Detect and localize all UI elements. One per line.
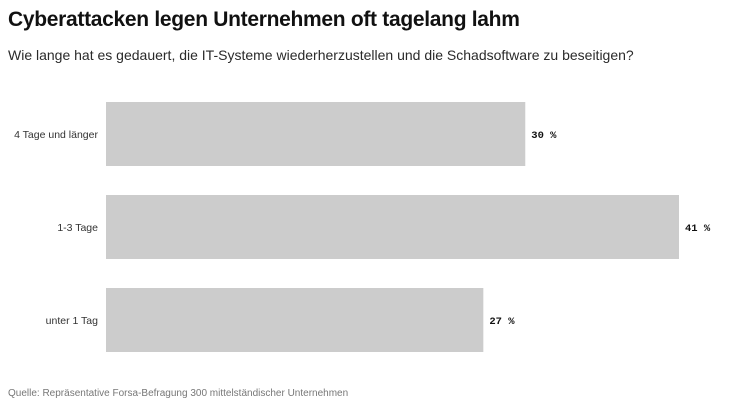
category-label: 1-3 Tage xyxy=(57,222,98,234)
value-label: 41 % xyxy=(685,223,711,235)
value-label: 30 % xyxy=(531,130,557,142)
bar xyxy=(106,102,526,166)
bar xyxy=(106,195,679,259)
value-label: 27 % xyxy=(489,316,515,328)
chart-title: Cyberattacken legen Unternehmen oft tage… xyxy=(8,8,520,31)
bar xyxy=(106,288,484,352)
category-label: 4 Tage und länger xyxy=(14,129,98,141)
category-label: unter 1 Tag xyxy=(46,315,99,327)
bar-chart: 4 Tage und länger 30 % 1-3 Tage 41 % unter 1… xyxy=(0,90,735,370)
chart-subtitle: Wie lange hat es gedauert, die IT-System… xyxy=(8,47,634,63)
source-note: Quelle: Repräsentative Forsa-Befragung 3… xyxy=(8,388,349,399)
